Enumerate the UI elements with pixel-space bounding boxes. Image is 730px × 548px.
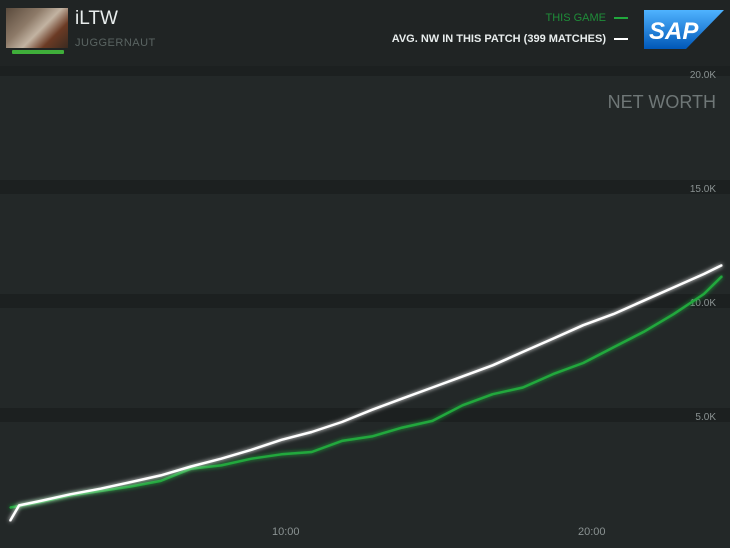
data-point	[99, 488, 102, 490]
data-point	[250, 458, 252, 460]
y-tick-label: 10.0K	[689, 298, 716, 309]
legend-avg-label: AVG. NW IN THIS PATCH (399 MATCHES)	[391, 33, 606, 45]
data-point	[250, 449, 252, 451]
portrait-health-bar	[12, 50, 64, 54]
legend-this-game: THIS GAME	[545, 12, 628, 24]
data-point	[582, 362, 584, 364]
data-point	[311, 431, 313, 433]
hero-name: JUGGERNAUT	[75, 37, 156, 49]
y-tick-label: 20.0K	[689, 70, 716, 81]
player-name: iLTW	[75, 8, 118, 29]
this-game-net-worth-line	[9, 275, 723, 509]
data-point	[492, 364, 494, 366]
y-tick-label: 15.0K	[689, 184, 716, 195]
data-point	[673, 313, 675, 315]
data-point	[160, 480, 162, 482]
data-point	[371, 435, 373, 437]
data-point	[130, 485, 132, 488]
grid-band	[0, 66, 730, 76]
data-point	[39, 500, 41, 502]
grid-band	[0, 294, 730, 308]
data-point	[69, 493, 71, 495]
legend-this-game-label: THIS GAME	[545, 12, 606, 24]
data-point	[99, 490, 102, 492]
data-point	[341, 421, 343, 423]
data-point	[522, 386, 524, 389]
data-point	[18, 504, 20, 506]
sap-logo: SAP	[644, 10, 724, 49]
data-point	[643, 331, 645, 333]
hero-portrait	[6, 8, 68, 48]
data-point	[190, 468, 192, 470]
data-point	[612, 346, 615, 348]
y-tick-label: 5.0K	[695, 412, 716, 423]
grid-band	[0, 408, 730, 422]
data-point	[643, 300, 645, 302]
data-point	[190, 465, 192, 468]
grid-band	[0, 180, 730, 194]
x-tick-label: 20:00	[578, 526, 606, 538]
data-point	[721, 264, 723, 266]
data-point	[220, 458, 222, 460]
data-point	[160, 474, 162, 476]
legend-avg-swatch	[614, 38, 628, 40]
data-point	[703, 273, 705, 275]
data-point	[431, 386, 433, 389]
data-point	[461, 375, 464, 377]
header: iLTW JUGGERNAUT THIS GAME AVG. NW IN THI…	[0, 0, 730, 66]
data-point	[341, 440, 343, 442]
data-point	[280, 453, 283, 455]
data-point	[703, 293, 705, 295]
data-point	[9, 520, 11, 522]
data-point	[9, 507, 11, 509]
legend-this-game-swatch	[614, 17, 628, 19]
data-point	[552, 338, 554, 340]
data-point	[492, 393, 494, 395]
data-point	[582, 324, 584, 326]
data-point	[612, 313, 615, 315]
sap-logo-shape	[644, 10, 724, 49]
chart-title: NET WORTH	[607, 92, 716, 112]
data-point	[461, 404, 464, 406]
data-point	[552, 373, 554, 375]
data-point	[431, 420, 433, 422]
data-point	[522, 351, 524, 353]
plot-area	[8, 263, 723, 522]
data-point	[673, 286, 675, 288]
data-point	[220, 464, 222, 466]
legend-avg: AVG. NW IN THIS PATCH (399 MATCHES)	[392, 33, 628, 45]
data-point	[130, 481, 132, 483]
data-point	[371, 409, 373, 411]
avg-net-worth-line	[8, 263, 723, 522]
data-point	[280, 439, 283, 441]
data-point	[311, 451, 313, 453]
data-point	[401, 398, 403, 400]
net-worth-chart: NET WORTH 20.0K 15.0K 10.0K 5.0K 10:00 2…	[0, 66, 730, 548]
sap-logo-text: SAP	[649, 18, 699, 45]
data-point	[401, 427, 403, 429]
x-tick-label: 10:00	[272, 526, 300, 538]
data-point	[721, 275, 723, 277]
